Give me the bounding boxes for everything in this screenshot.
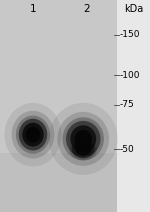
Text: -150: -150: [119, 31, 140, 39]
Ellipse shape: [75, 143, 91, 156]
FancyBboxPatch shape: [0, 153, 117, 212]
Ellipse shape: [63, 117, 104, 160]
Text: 2: 2: [84, 4, 90, 14]
Ellipse shape: [16, 116, 50, 154]
Ellipse shape: [49, 103, 118, 175]
Text: -75: -75: [119, 100, 134, 109]
Ellipse shape: [57, 112, 109, 166]
Text: 1: 1: [30, 4, 36, 14]
Ellipse shape: [19, 119, 47, 151]
Ellipse shape: [26, 127, 40, 143]
Ellipse shape: [22, 123, 44, 146]
Text: -100: -100: [119, 71, 140, 80]
Ellipse shape: [12, 111, 54, 159]
Ellipse shape: [70, 139, 97, 160]
Ellipse shape: [4, 103, 62, 166]
Text: -50: -50: [119, 145, 134, 154]
Ellipse shape: [70, 125, 96, 152]
Text: kDa: kDa: [124, 4, 143, 14]
Ellipse shape: [66, 121, 100, 157]
FancyBboxPatch shape: [0, 0, 117, 212]
Ellipse shape: [75, 130, 92, 148]
FancyBboxPatch shape: [117, 0, 150, 212]
Ellipse shape: [72, 141, 94, 158]
